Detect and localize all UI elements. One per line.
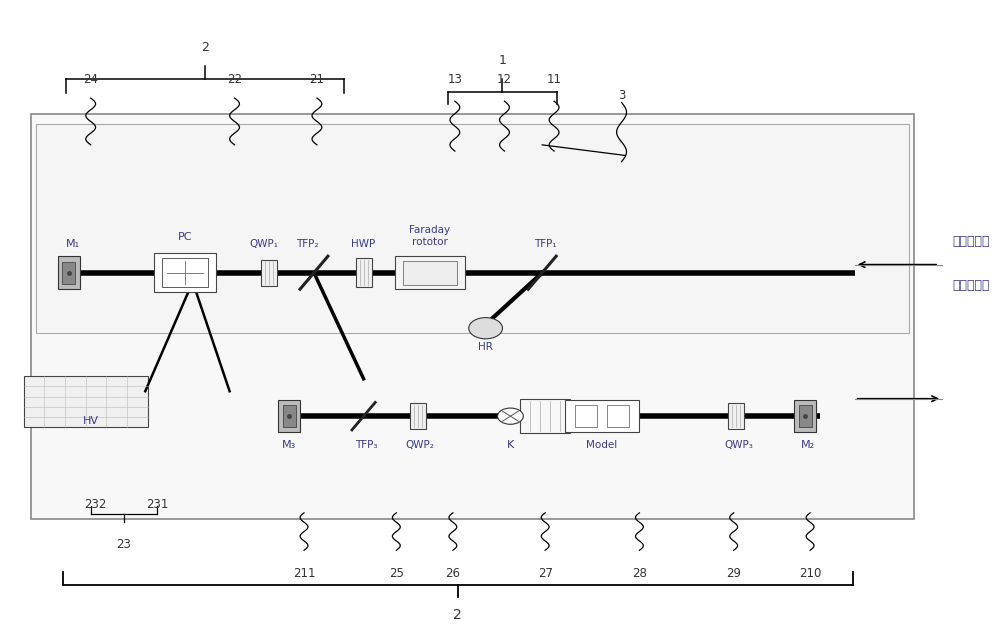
Bar (31, 113, 914, 519)
Text: 12: 12 (497, 73, 512, 86)
Circle shape (469, 318, 502, 339)
Bar (520, 399, 570, 433)
Text: M₂: M₂ (801, 440, 815, 450)
Text: 22: 22 (227, 73, 242, 86)
Text: 放大输出光: 放大输出光 (952, 278, 989, 292)
Text: 3: 3 (618, 90, 625, 102)
Bar (728, 403, 744, 429)
Bar (24, 376, 148, 428)
Text: 23: 23 (116, 538, 131, 551)
Text: 231: 231 (146, 498, 168, 511)
Text: 21: 21 (309, 73, 324, 86)
Text: TFP₂: TFP₂ (296, 239, 318, 249)
Text: HWP: HWP (351, 239, 376, 249)
Bar (403, 261, 457, 285)
Text: 入射种子光: 入射种子光 (952, 235, 989, 248)
Text: TFP₃: TFP₃ (355, 440, 378, 450)
Bar (283, 405, 296, 427)
Text: 11: 11 (547, 73, 562, 86)
Text: 29: 29 (726, 567, 741, 580)
Text: 210: 210 (799, 567, 821, 580)
Bar (565, 400, 639, 433)
Text: QWP₁: QWP₁ (250, 239, 279, 249)
Text: 211: 211 (293, 567, 315, 580)
Text: HR: HR (478, 342, 493, 352)
Text: 232: 232 (84, 498, 107, 511)
Bar (356, 258, 372, 287)
Text: PC: PC (178, 231, 192, 241)
Bar (607, 405, 629, 428)
Text: 2: 2 (201, 41, 209, 55)
Text: 24: 24 (83, 73, 98, 86)
Text: 1: 1 (499, 54, 506, 67)
Text: Model: Model (586, 440, 617, 450)
Text: HV: HV (83, 416, 99, 426)
Text: QWP₃: QWP₃ (724, 440, 753, 450)
Bar (162, 258, 208, 287)
Text: 2: 2 (453, 608, 462, 621)
Bar (799, 405, 812, 427)
Text: Faraday
rototor: Faraday rototor (409, 225, 451, 246)
Text: 27: 27 (538, 567, 553, 580)
Bar (278, 400, 300, 433)
Bar (395, 256, 465, 289)
Bar (410, 403, 426, 429)
Bar (62, 262, 75, 283)
Text: 26: 26 (445, 567, 460, 580)
Bar (261, 260, 277, 286)
Text: 25: 25 (389, 567, 404, 580)
Text: TFP₁: TFP₁ (534, 239, 556, 249)
Bar (575, 405, 597, 428)
Circle shape (498, 408, 523, 424)
Bar (36, 124, 909, 332)
Text: K: K (507, 440, 514, 450)
Text: M₃: M₃ (282, 440, 296, 450)
Text: 13: 13 (447, 73, 462, 86)
Text: 28: 28 (632, 567, 647, 580)
Text: QWP₂: QWP₂ (406, 440, 435, 450)
Bar (794, 400, 816, 433)
Text: M₁: M₁ (66, 239, 80, 249)
Bar (154, 253, 216, 292)
Bar (58, 256, 80, 289)
